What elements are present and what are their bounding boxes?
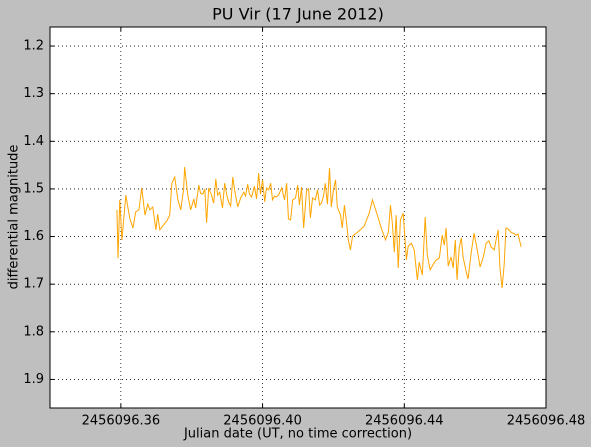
y-axis-label: differential magnitude — [7, 145, 22, 290]
x-tick-label: 2456096.40 — [223, 414, 302, 429]
plot-area — [50, 27, 546, 408]
y-tick-label: 1.8 — [23, 324, 44, 339]
x-tick-label: 2456096.44 — [365, 414, 444, 429]
y-tick-label: 1.6 — [23, 229, 44, 244]
data-line — [116, 166, 522, 289]
y-tick-label: 1.4 — [23, 134, 44, 149]
y-tick-label: 1.7 — [23, 277, 44, 292]
y-tick-label: 1.3 — [23, 86, 44, 101]
x-axis-label: Julian date (UT, no time correction) — [183, 427, 412, 442]
y-tick-label: 1.2 — [23, 39, 44, 54]
plot-frame — [49, 26, 547, 409]
x-tick-label: 2456096.36 — [82, 414, 161, 429]
y-tick-label: 1.9 — [23, 372, 44, 387]
chart-title: PU Vir (17 June 2012) — [212, 5, 384, 24]
y-tick-label: 1.5 — [23, 181, 44, 196]
x-tick-label: 2456096.48 — [507, 414, 586, 429]
